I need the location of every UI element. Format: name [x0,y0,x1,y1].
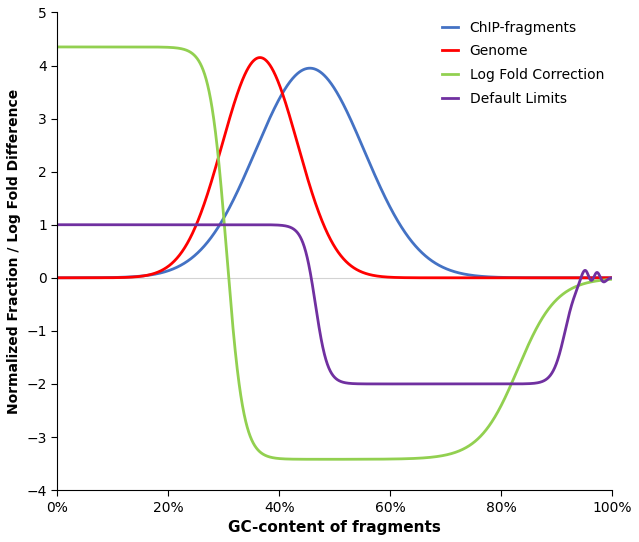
Genome [608,275,616,281]
ChIP-fragments [150,271,157,278]
Genome [117,274,125,281]
ChIP-fragments [306,65,314,72]
Default Limits [266,222,274,228]
Line: Genome: Genome [58,57,612,278]
Line: Default Limits: Default Limits [58,225,612,384]
X-axis label: GC-content of fragments: GC-content of fragments [228,520,442,535]
Y-axis label: Normalized Fraction / Log Fold Difference: Normalized Fraction / Log Fold Differenc… [7,89,21,414]
Genome [597,275,605,281]
Genome [150,270,157,277]
ChIP-fragments [597,275,605,281]
Default Limits [597,276,605,283]
Log Fold Correction [597,277,605,283]
Log Fold Correction [290,456,298,462]
ChIP-fragments [54,275,61,281]
Default Limits [54,222,61,228]
Default Limits [150,222,157,228]
Default Limits [608,275,616,281]
Default Limits [538,378,546,385]
Genome [54,275,61,281]
Default Limits [438,380,445,387]
Log Fold Correction [54,44,61,50]
Log Fold Correction [538,315,546,322]
Legend: ChIP-fragments, Genome, Log Fold Correction, Default Limits: ChIP-fragments, Genome, Log Fold Correct… [436,15,610,112]
Log Fold Correction [320,456,328,462]
Log Fold Correction [608,276,616,282]
Log Fold Correction [117,44,125,50]
ChIP-fragments [266,114,274,120]
Line: ChIP-fragments: ChIP-fragments [58,68,612,278]
Line: Log Fold Correction: Log Fold Correction [58,47,612,459]
ChIP-fragments [290,73,298,80]
ChIP-fragments [117,274,125,281]
ChIP-fragments [538,275,546,281]
Default Limits [290,226,298,233]
Default Limits [117,222,125,228]
Genome [266,62,274,69]
Genome [256,54,264,61]
Genome [538,275,546,281]
Log Fold Correction [266,454,274,460]
Genome [291,130,298,136]
ChIP-fragments [608,275,616,281]
Log Fold Correction [150,44,157,50]
